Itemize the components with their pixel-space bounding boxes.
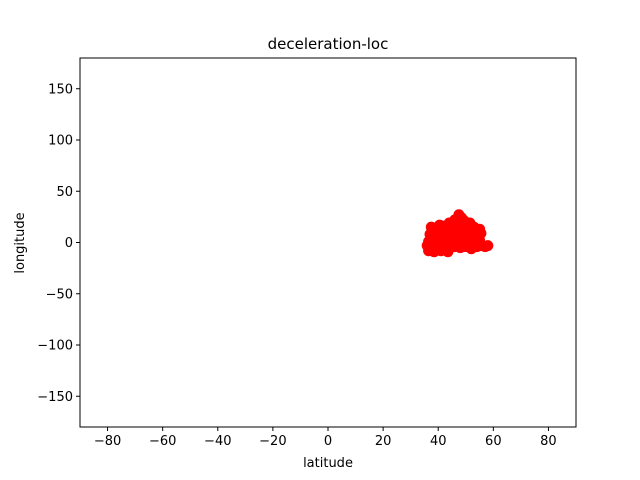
y-axis-label: longitude	[13, 212, 28, 273]
data-point	[454, 242, 466, 254]
data-point	[479, 241, 491, 253]
x-tick-label: 20	[375, 434, 392, 449]
x-axis-ticks: −80 −60 −40 −20 0 20 40 60 80	[94, 427, 557, 449]
y-tick-label: −50	[46, 287, 73, 302]
x-tick-label: −60	[149, 434, 176, 449]
x-tick-label: 0	[324, 434, 332, 449]
x-tick-label: 40	[430, 434, 447, 449]
y-tick-label: −150	[37, 390, 73, 405]
x-tick-label: 60	[485, 434, 502, 449]
x-tick-label: 80	[540, 434, 557, 449]
data-point	[461, 219, 473, 231]
x-tick-label: −80	[94, 434, 121, 449]
y-tick-label: 50	[56, 185, 73, 200]
chart-title: deceleration-loc	[268, 35, 389, 53]
data-point	[465, 243, 477, 255]
data-point	[431, 236, 443, 247]
data-point	[456, 227, 468, 239]
y-tick-label: 0	[65, 236, 73, 251]
y-tick-label: −100	[37, 339, 73, 354]
data-point	[446, 238, 458, 249]
x-tick-label: −40	[204, 434, 231, 449]
y-tick-label: 150	[48, 82, 73, 97]
data-point	[441, 224, 452, 236]
y-tick-label: 100	[48, 134, 73, 149]
x-axis-label: latitude	[303, 456, 353, 471]
data-point	[442, 246, 454, 258]
data-points	[421, 209, 494, 258]
data-point	[467, 233, 479, 245]
x-tick-label: −20	[259, 434, 286, 449]
plot-frame	[79, 57, 577, 428]
y-axis-ticks: −150 −100 −50 0 50 100 150	[37, 82, 80, 405]
